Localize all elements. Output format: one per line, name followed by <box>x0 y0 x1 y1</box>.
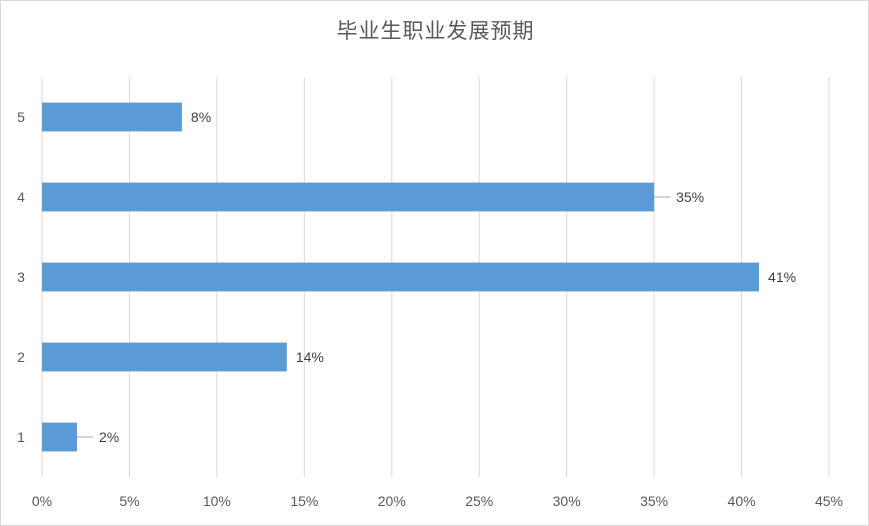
x-axis-ticks: 0% 5% 10% 15% 20% 25% 30% 35% 40% 45% <box>32 493 843 509</box>
y-tick-label: 4 <box>17 189 25 205</box>
chart-title: 毕业生职业发展预期 <box>336 19 535 43</box>
bar <box>42 262 760 292</box>
x-tick-label: 20% <box>378 493 406 509</box>
data-label: 41% <box>768 269 796 285</box>
x-tick-label: 25% <box>465 493 493 509</box>
x-tick-label: 45% <box>815 493 843 509</box>
x-tick-label: 0% <box>32 493 52 509</box>
y-axis-ticks: 1 2 3 4 5 <box>17 109 25 445</box>
y-tick-label: 5 <box>17 109 25 125</box>
data-label: 14% <box>296 349 324 365</box>
bars <box>42 102 760 452</box>
bar <box>42 422 77 452</box>
data-label: 35% <box>676 189 704 205</box>
bar <box>42 102 182 132</box>
data-label: 8% <box>191 109 211 125</box>
x-tick-label: 40% <box>728 493 756 509</box>
y-tick-label: 3 <box>17 269 25 285</box>
bar <box>42 342 287 372</box>
x-tick-label: 35% <box>640 493 668 509</box>
y-tick-label: 1 <box>17 429 25 445</box>
x-tick-label: 15% <box>290 493 318 509</box>
x-tick-label: 30% <box>553 493 581 509</box>
data-label: 2% <box>99 429 119 445</box>
x-tick-label: 10% <box>203 493 231 509</box>
data-labels: 2% 14% 41% 35% 8% <box>76 109 796 445</box>
y-tick-label: 2 <box>17 349 25 365</box>
bar <box>42 182 655 212</box>
x-tick-label: 5% <box>119 493 139 509</box>
